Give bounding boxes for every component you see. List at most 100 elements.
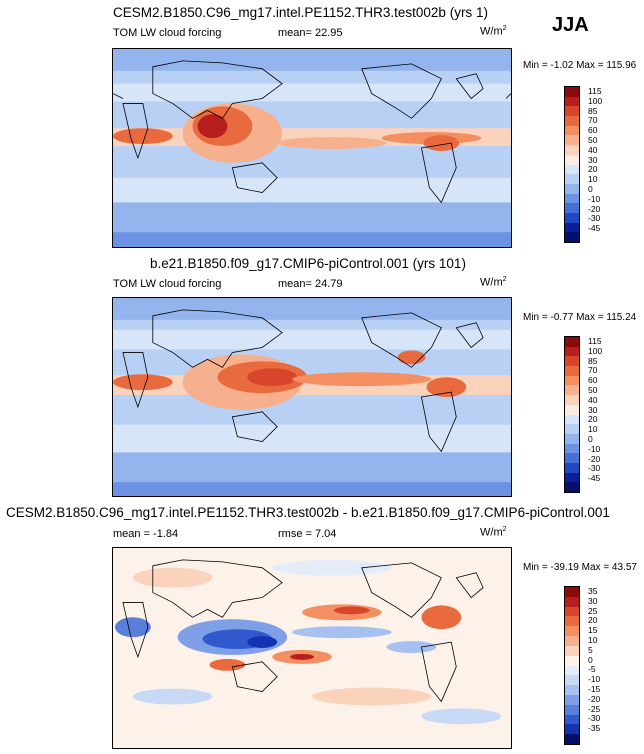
- colorbar-tick-label: 100: [588, 345, 603, 356]
- panel-2-minmax: Min = -0.77 Max = 115.24: [523, 312, 637, 323]
- colorbar-tick-label: -35: [588, 723, 601, 734]
- colorbar-tick-label: 50: [588, 384, 598, 395]
- colorbar-tick-label: 30: [588, 154, 598, 165]
- panel-3-minmax: Min = -39.19 Max = 43.57: [523, 562, 637, 573]
- panel-3-map: [112, 547, 512, 749]
- colorbar-swatch: [565, 395, 579, 405]
- colorbar-swatch: [565, 346, 579, 357]
- colorbar-swatch: [565, 443, 579, 454]
- colorbar-swatch: [565, 135, 579, 146]
- panel-3-colorbar-labels: 35 30 25 20 15 10 5 0 -5 -10 -15 -20 -25 -30 -35: [588, 586, 601, 734]
- colorbar-tick-label: -10: [588, 674, 601, 685]
- colorbar-tick-label: 100: [588, 95, 603, 106]
- colorbar-tick-label: -45: [588, 473, 601, 484]
- colorbar-tick-label: 50: [588, 134, 598, 145]
- colorbar-swatch: [565, 154, 579, 165]
- colorbar-swatch: [565, 404, 579, 415]
- panel-3-unit: W/m2: [480, 526, 507, 539]
- colorbar-tick-label: 10: [588, 634, 598, 645]
- colorbar-tick-label: 0: [588, 654, 593, 665]
- colorbar-swatch: [565, 125, 579, 136]
- panel-3-title: CESM2.B1850.C96_mg17.intel.PE1152.THR3.t…: [6, 505, 610, 520]
- colorbar-tick-label: -30: [588, 213, 601, 224]
- colorbar-swatch: [565, 675, 579, 686]
- colorbar-swatch: [565, 655, 579, 666]
- colorbar-swatch: [565, 203, 579, 213]
- colorbar-swatch: [565, 414, 579, 425]
- panel-1-colorbar-labels: 115 100 85 70 60 50 40 30 20 10 0 -10 -20 -30 -45: [588, 86, 603, 234]
- colorbar-swatch: [565, 232, 579, 242]
- panel-1-title: CESM2.B1850.C96_mg17.intel.PE1152.THR3.t…: [113, 5, 488, 20]
- panel-2-title: b.e21.B1850.f09_g17.CMIP6-piControl.001 …: [150, 256, 466, 271]
- colorbar-swatch: [565, 385, 579, 396]
- panel-2-mean: mean= 24.79: [278, 278, 343, 290]
- colorbar-swatch: [565, 375, 579, 386]
- season-label: JJA: [552, 14, 589, 36]
- colorbar-tick-label: 20: [588, 414, 598, 425]
- colorbar-swatch: [565, 174, 579, 184]
- colorbar-tick-label: 25: [588, 605, 598, 616]
- panel-2-unit: W/m2: [480, 276, 507, 289]
- colorbar-tick-label: -10: [588, 193, 601, 204]
- colorbar-tick-label: 70: [588, 365, 598, 376]
- panel-2-map: [112, 297, 512, 497]
- panel-2-colorbar-labels: 115 100 85 70 60 50 40 30 20 10 0 -10 -20 -30 -45: [588, 336, 603, 484]
- colorbar-swatch: [565, 616, 579, 627]
- panel-1-map-canvas: [113, 49, 511, 247]
- colorbar-swatch: [565, 587, 579, 597]
- colorbar-swatch: [565, 116, 579, 126]
- colorbar-tick-label: 35: [588, 586, 598, 596]
- colorbar-swatch: [565, 704, 579, 715]
- colorbar-tick-label: 40: [588, 144, 598, 155]
- colorbar-swatch: [565, 164, 579, 175]
- colorbar-swatch: [565, 596, 579, 607]
- colorbar-swatch: [565, 87, 579, 97]
- colorbar-swatch: [565, 222, 579, 233]
- panel-3-map-canvas: [113, 548, 511, 748]
- colorbar-tick-label: 15: [588, 625, 598, 636]
- colorbar-tick-label: 20: [588, 164, 598, 175]
- colorbar-swatch: [565, 337, 579, 347]
- colorbar-tick-label: 5: [588, 644, 593, 655]
- colorbar-tick-label: -20: [588, 203, 601, 214]
- colorbar-tick-label: -5: [588, 664, 596, 675]
- panel-1-unit: W/m2: [480, 25, 507, 38]
- colorbar-swatch: [565, 645, 579, 656]
- colorbar-tick-label: 60: [588, 375, 598, 386]
- colorbar-tick-label: 60: [588, 125, 598, 136]
- colorbar-tick-label: 10: [588, 174, 598, 185]
- colorbar-swatch: [565, 145, 579, 155]
- colorbar-swatch: [565, 193, 579, 204]
- colorbar-swatch: [565, 482, 579, 492]
- colorbar-swatch: [565, 734, 579, 744]
- panel-1-minmax: Min = -1.02 Max = 115.96: [523, 60, 637, 71]
- colorbar-tick-label: -20: [588, 693, 601, 704]
- colorbar-swatch: [565, 453, 579, 463]
- colorbar-tick-label: 20: [588, 615, 598, 626]
- panel-2-map-canvas: [113, 298, 511, 496]
- colorbar-swatch: [565, 462, 579, 473]
- panel-2-colorbar: [564, 336, 580, 493]
- colorbar-swatch: [565, 685, 579, 695]
- colorbar-swatch: [565, 626, 579, 637]
- panel-2-variable: TOM LW cloud forcing: [113, 278, 222, 290]
- colorbar-swatch: [565, 106, 579, 117]
- colorbar-swatch: [565, 433, 579, 444]
- panel-3-rmse: rmse = 7.04: [278, 528, 337, 540]
- panel-1-colorbar: [564, 86, 580, 243]
- colorbar-swatch: [565, 96, 579, 107]
- colorbar-tick-label: 115: [588, 86, 602, 96]
- colorbar-swatch: [565, 724, 579, 735]
- colorbar-swatch: [565, 636, 579, 646]
- colorbar-swatch: [565, 472, 579, 483]
- colorbar-tick-label: -15: [588, 683, 601, 694]
- colorbar-tick-label: 70: [588, 115, 598, 126]
- colorbar-tick-label: 40: [588, 394, 598, 405]
- colorbar-swatch: [565, 424, 579, 434]
- panel-1-map: [112, 48, 512, 248]
- colorbar-tick-label: -10: [588, 443, 601, 454]
- colorbar-swatch: [565, 366, 579, 376]
- colorbar-tick-label: -30: [588, 713, 601, 724]
- colorbar-tick-label: 10: [588, 424, 598, 435]
- colorbar-tick-label: 0: [588, 183, 593, 194]
